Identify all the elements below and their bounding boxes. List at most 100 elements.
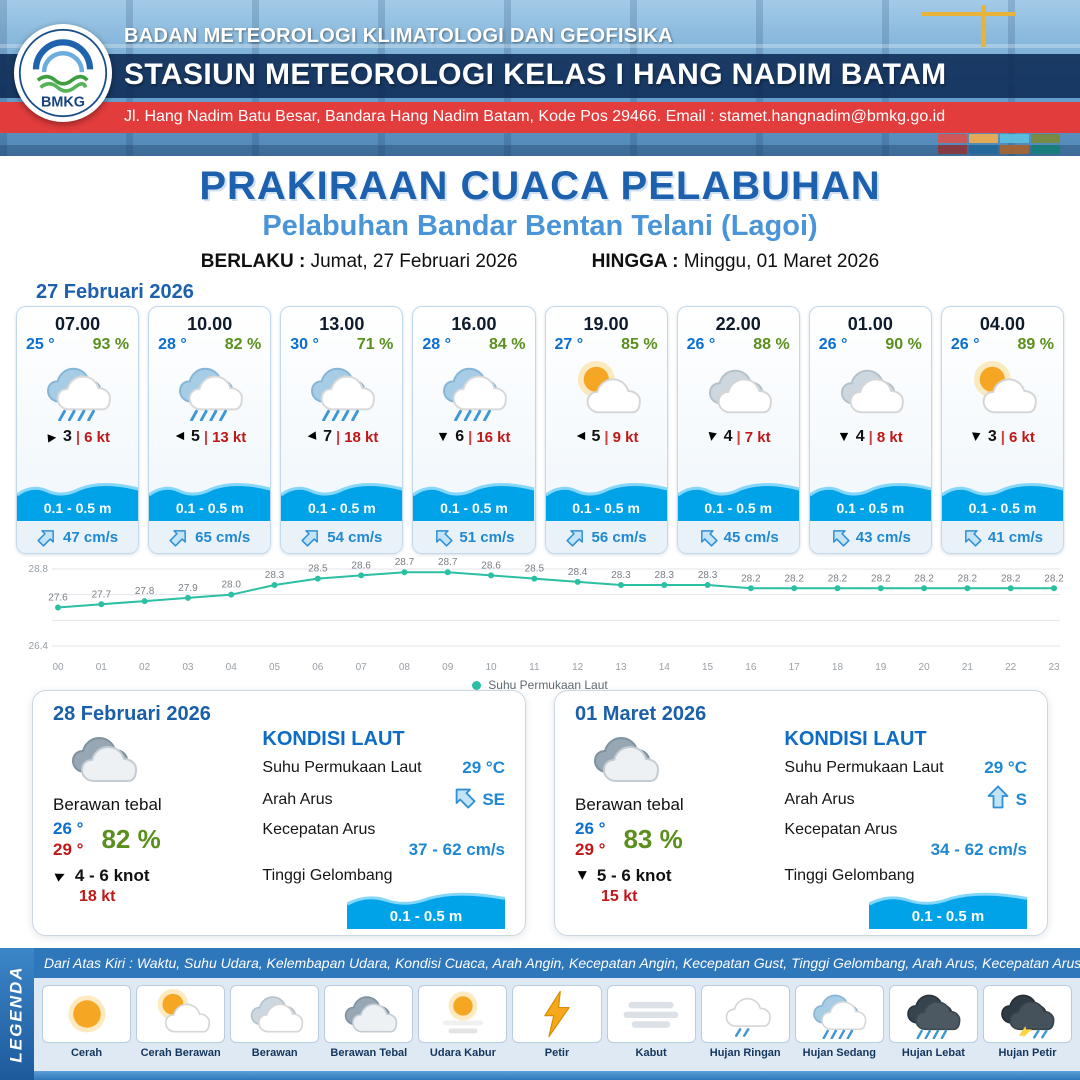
current-direction-icon — [565, 527, 586, 547]
wind-speed: 7 — [323, 428, 332, 445]
wave-height: 0.1 - 0.5 m — [307, 500, 376, 516]
sst-label: Suhu Permukaan Laut — [262, 759, 422, 776]
humidity: 88 % — [753, 336, 790, 353]
current-speed: 41 cm/s — [987, 528, 1043, 546]
container-block — [1031, 145, 1060, 154]
svg-text:28.3: 28.3 — [698, 570, 718, 581]
legend-item: Udara Kabur — [418, 985, 508, 1059]
daily-card-body: Berawan tebal 26 ° 29 ° 83 % ► 5 - 6 kno… — [574, 728, 1027, 929]
wave-height-graphic: 0.1 - 0.5 m — [869, 887, 1027, 929]
svg-text:28.6: 28.6 — [481, 560, 501, 571]
wind-direction-icon: ► — [573, 429, 588, 445]
humidity: 93 % — [92, 336, 130, 353]
svg-text:01: 01 — [96, 662, 108, 672]
svg-text:28.2: 28.2 — [1001, 573, 1021, 584]
legend-note: Dari Atas Kiri : Waktu, Suhu Udara, Kele… — [34, 948, 1080, 978]
svg-text:16: 16 — [745, 662, 757, 672]
sst-label: Suhu Permukaan Laut — [784, 759, 944, 776]
air-temperature: 28 ° — [158, 336, 187, 353]
daily-condition: Berawan tebal — [575, 795, 684, 814]
forecast-time: 22.00 — [715, 314, 761, 334]
wind-speed: 5 — [190, 428, 200, 445]
daily-wind: ► 4 - 6 knot — [50, 864, 256, 887]
air-temperature: 27 ° — [554, 336, 584, 353]
wind-row: ► 4 | 8 kt — [837, 428, 903, 446]
temp-humidity-row: 27 ° 85 % — [546, 335, 667, 355]
forecast-time: 13.00 — [319, 314, 365, 334]
current-direction-icon — [433, 527, 453, 547]
header: BADAN METEOROLOGI KLIMATOLOGI DAN GEOFIS… — [0, 0, 1080, 156]
wave-height-graphic: 0.1 - 0.5 m — [347, 887, 505, 929]
wave-height-row: Tinggi Gelombang — [262, 867, 505, 885]
series-dot-icon — [472, 680, 482, 690]
temp-humidity-row: 30 ° 71 % — [281, 335, 402, 355]
wave-height: 0.1 - 0.5 m — [968, 500, 1037, 516]
daily-temp-column: 26 ° 29 ° — [53, 818, 83, 861]
sst-row: Suhu Permukaan Laut 29 °C — [262, 758, 505, 778]
svg-text:27.9: 27.9 — [178, 583, 198, 594]
container-block — [969, 134, 998, 143]
sst-value: 29 °C — [984, 758, 1027, 777]
wave-shape — [281, 483, 403, 521]
wave-height-band: 0.1 - 0.5 m — [413, 477, 535, 521]
svg-text:05: 05 — [269, 662, 281, 672]
current-row: 65 cm/s — [149, 521, 271, 553]
daily-gust-speed: 18 kt — [79, 887, 116, 905]
crane-illustration — [920, 5, 1016, 47]
legend-item: Hujan Sedang — [794, 985, 884, 1059]
legend-title-band: LEGENDA — [0, 948, 34, 1080]
current-direction-icon — [301, 527, 321, 547]
wave-height-band: 0.1 - 0.5 m — [677, 477, 799, 521]
svg-text:28.3: 28.3 — [265, 570, 285, 581]
sea-conditions: KONDISI LAUT Suhu Permukaan Laut 29 °C A… — [256, 728, 505, 929]
daily-weather-icon — [575, 728, 778, 792]
current-direction-label: Arah Arus — [784, 790, 855, 808]
legend-item: Petir — [512, 985, 602, 1059]
station-address: Jl. Hang Nadim Batu Besar, Bandara Hang … — [124, 108, 946, 125]
current-speed-value: 37 - 62 cm/s — [408, 840, 505, 859]
gust-speed: 8 kt — [876, 428, 903, 446]
wave-height: 0.1 - 0.5 m — [704, 500, 773, 516]
svg-text:28.2: 28.2 — [958, 573, 978, 584]
current-direction-icon — [698, 527, 718, 547]
wind-direction-icon: ► — [173, 429, 187, 445]
svg-text:28.7: 28.7 — [395, 557, 415, 568]
wave-shape — [869, 892, 1027, 929]
temp-humidity-row: 25 ° 93 % — [17, 335, 138, 355]
svg-text:28.0: 28.0 — [221, 580, 241, 591]
container-block — [1031, 134, 1060, 143]
air-temperature: 25 ° — [26, 336, 55, 353]
current-direction-row: Arah Arus S — [784, 785, 1027, 814]
wind-direction-icon: ► — [50, 864, 71, 887]
daily-humidity: 83 % — [623, 823, 683, 854]
forecast-time: 04.00 — [979, 314, 1025, 334]
svg-text:28.2: 28.2 — [871, 573, 891, 584]
daily-gust-speed: 15 kt — [601, 887, 638, 905]
svg-text:07: 07 — [356, 662, 368, 672]
svg-text:03: 03 — [182, 662, 194, 672]
legend-item-label: Hujan Lebat — [901, 1047, 965, 1059]
wave-height-band: 0.1 - 0.5 m — [941, 477, 1063, 521]
svg-text:28.5: 28.5 — [525, 564, 545, 575]
wind-row: ► 6 | 16 kt — [436, 428, 510, 446]
forecast-time: 01.00 — [847, 314, 893, 334]
forecast-time: 07.00 — [55, 314, 101, 334]
gust-speed: 6 kt — [84, 428, 110, 446]
wind-row: ► 4 | 7 kt — [704, 428, 771, 446]
humidity: 84 % — [489, 336, 526, 353]
legend-weather-icon — [418, 985, 508, 1043]
current-direction-icon — [986, 785, 1010, 814]
daily-date: 28 Februari 2026 — [53, 703, 211, 725]
daily-humidity: 82 % — [101, 823, 161, 854]
legend-item-label: Berawan — [251, 1047, 298, 1059]
legend-weather-icon — [888, 985, 978, 1043]
wave-height-band: 0.1 - 0.5 m — [809, 477, 931, 521]
weather-icon — [960, 355, 1044, 427]
air-temperature: 30 ° — [290, 336, 319, 353]
svg-text:28.3: 28.3 — [611, 570, 631, 581]
current-row: 47 cm/s — [17, 521, 139, 553]
wave-shape — [545, 483, 667, 521]
daily-weather-summary: Berawan tebal 26 ° 29 ° 83 % ► 5 - 6 kno… — [574, 728, 778, 929]
sea-conditions-title: KONDISI LAUT — [262, 728, 405, 750]
bmkg-logo-text: BMKG — [41, 94, 85, 110]
